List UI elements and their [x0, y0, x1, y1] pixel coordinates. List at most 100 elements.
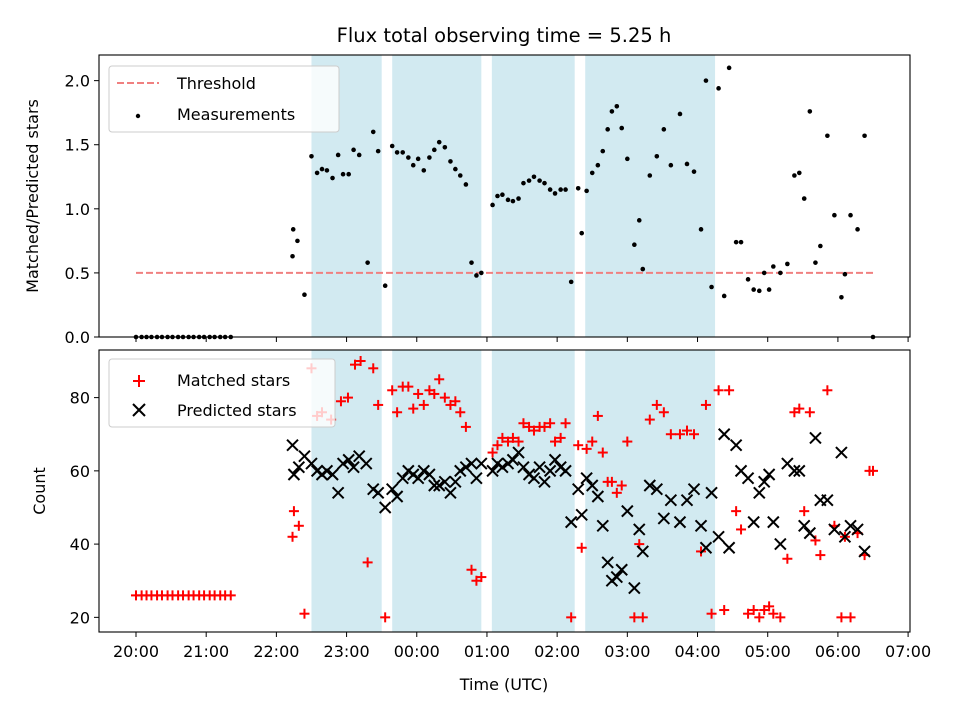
- predicted-stars-marker: [741, 471, 755, 485]
- matched-stars-marker: [403, 381, 414, 392]
- matched-stars-marker: [822, 385, 833, 396]
- top-axes-frame: [98, 54, 911, 338]
- predicted-stars-marker: [548, 453, 562, 467]
- predicted-stars-marker: [411, 471, 425, 485]
- measurements-point: [295, 238, 300, 244]
- predicted-stars-marker: [506, 453, 520, 467]
- predicted-stars-marker: [717, 428, 731, 441]
- measurements-point: [756, 288, 762, 294]
- bottom-y-tick-label: 60: [70, 462, 90, 481]
- matched-stars-marker: [743, 608, 754, 619]
- predicted-stars-marker: [564, 515, 578, 529]
- measurements-point: [589, 170, 595, 176]
- measurements-point: [575, 186, 581, 191]
- matched-stars-legend-swatch: [133, 375, 145, 387]
- matched-stars-marker: [794, 403, 805, 414]
- measurements-point: [453, 166, 458, 172]
- top-y-tick-label: 0.5: [65, 264, 90, 283]
- predicted-stars-marker: [428, 479, 441, 492]
- predicted-stars-marker: [292, 460, 306, 474]
- predicted-stars-marker: [396, 471, 409, 485]
- measurements-point: [785, 261, 790, 267]
- predicted-stars-marker: [762, 468, 776, 481]
- matched-stars-marker: [616, 480, 627, 491]
- measurements-point: [324, 168, 330, 173]
- measurements-point: [495, 193, 500, 199]
- predicted-stars-marker: [821, 493, 834, 507]
- measurements-point: [807, 109, 813, 114]
- predicted-stars-marker: [838, 530, 852, 543]
- predicted-stars-marker: [454, 464, 467, 478]
- measurements-point: [813, 260, 818, 265]
- top-y-tick-label: 1.0: [65, 200, 90, 219]
- predicted-stars-marker: [336, 457, 350, 470]
- predicted-stars-marker: [496, 460, 509, 474]
- matched-stars-marker: [713, 385, 724, 396]
- bottom-y-tick-label: 80: [70, 389, 90, 408]
- measurements-point: [400, 150, 406, 155]
- predicted-stars-marker: [633, 523, 646, 536]
- predicted-stars-marker: [767, 515, 780, 529]
- matched-stars-marker: [550, 436, 561, 447]
- predicted-stars-marker: [757, 475, 771, 489]
- measurements-point: [394, 150, 400, 155]
- matched-stars-marker: [719, 605, 730, 616]
- measurements-point: [290, 227, 296, 232]
- measurements-point: [290, 253, 295, 259]
- measurements-point: [632, 242, 637, 248]
- predicted-stars-marker: [858, 545, 871, 558]
- predicted-stars-marker: [712, 530, 725, 543]
- measurements-point: [335, 152, 341, 158]
- matched-stars-marker: [450, 396, 461, 407]
- predicted-stars-marker: [417, 464, 430, 478]
- x-tick-label: 22:00: [253, 642, 299, 661]
- chart-title: Flux total observing time = 5.25 h: [337, 24, 672, 47]
- matched-stars-legend-label: Matched stars: [177, 371, 290, 390]
- predicted-stars-marker: [673, 515, 687, 529]
- predicted-stars-marker: [331, 486, 345, 500]
- matched-stars-marker: [810, 535, 821, 546]
- measurements-point: [600, 148, 606, 154]
- matched-stars-marker: [700, 399, 711, 410]
- matched-stars-marker: [373, 399, 384, 410]
- matched-stars-marker: [299, 608, 310, 619]
- matched-stars-marker: [434, 374, 445, 385]
- matched-stars-marker: [724, 385, 735, 396]
- measurements-point: [474, 273, 479, 278]
- top-shaded-interval: [392, 55, 482, 337]
- matched-stars-marker: [674, 429, 685, 440]
- matched-stars-marker: [497, 432, 508, 443]
- top-shaded-interval: [585, 55, 716, 337]
- matched-stars-marker: [644, 414, 655, 425]
- predicted-stars-marker: [360, 457, 373, 470]
- predicted-stars-marker: [828, 523, 841, 536]
- matched-stars-marker: [606, 476, 617, 487]
- predicted-stars-marker: [512, 446, 525, 459]
- x-tick-label: 06:00: [815, 642, 861, 661]
- predicted-stars-legend-label: Predicted stars: [177, 401, 297, 420]
- measurements-point: [636, 218, 642, 223]
- predicted-stars-marker: [305, 457, 318, 470]
- measurements-point: [766, 287, 772, 292]
- measurements-point: [542, 180, 547, 186]
- matched-stars-marker: [362, 557, 373, 568]
- matched-stars-marker: [611, 487, 622, 498]
- matched-stars-marker: [836, 612, 847, 623]
- matched-stars-marker: [566, 612, 577, 623]
- matched-stars-marker: [658, 407, 669, 418]
- matched-stars-marker: [748, 605, 759, 616]
- bottom-axes-frame: [98, 349, 911, 633]
- predicted-stars-marker: [657, 512, 671, 525]
- measurements-point: [375, 148, 381, 154]
- predicted-stars-marker: [390, 490, 404, 503]
- measurements-point: [668, 162, 674, 168]
- measurements-point: [832, 212, 837, 218]
- measurements-point: [479, 270, 484, 276]
- predicted-stars-legend-swatch: [132, 403, 146, 417]
- x-tick-label: 01:00: [464, 642, 510, 661]
- measurements-point: [684, 161, 690, 167]
- x-tick-label: 04:00: [674, 642, 720, 661]
- measurements-point: [619, 125, 625, 131]
- predicted-stars-marker: [601, 556, 614, 569]
- measurements-point: [721, 293, 727, 299]
